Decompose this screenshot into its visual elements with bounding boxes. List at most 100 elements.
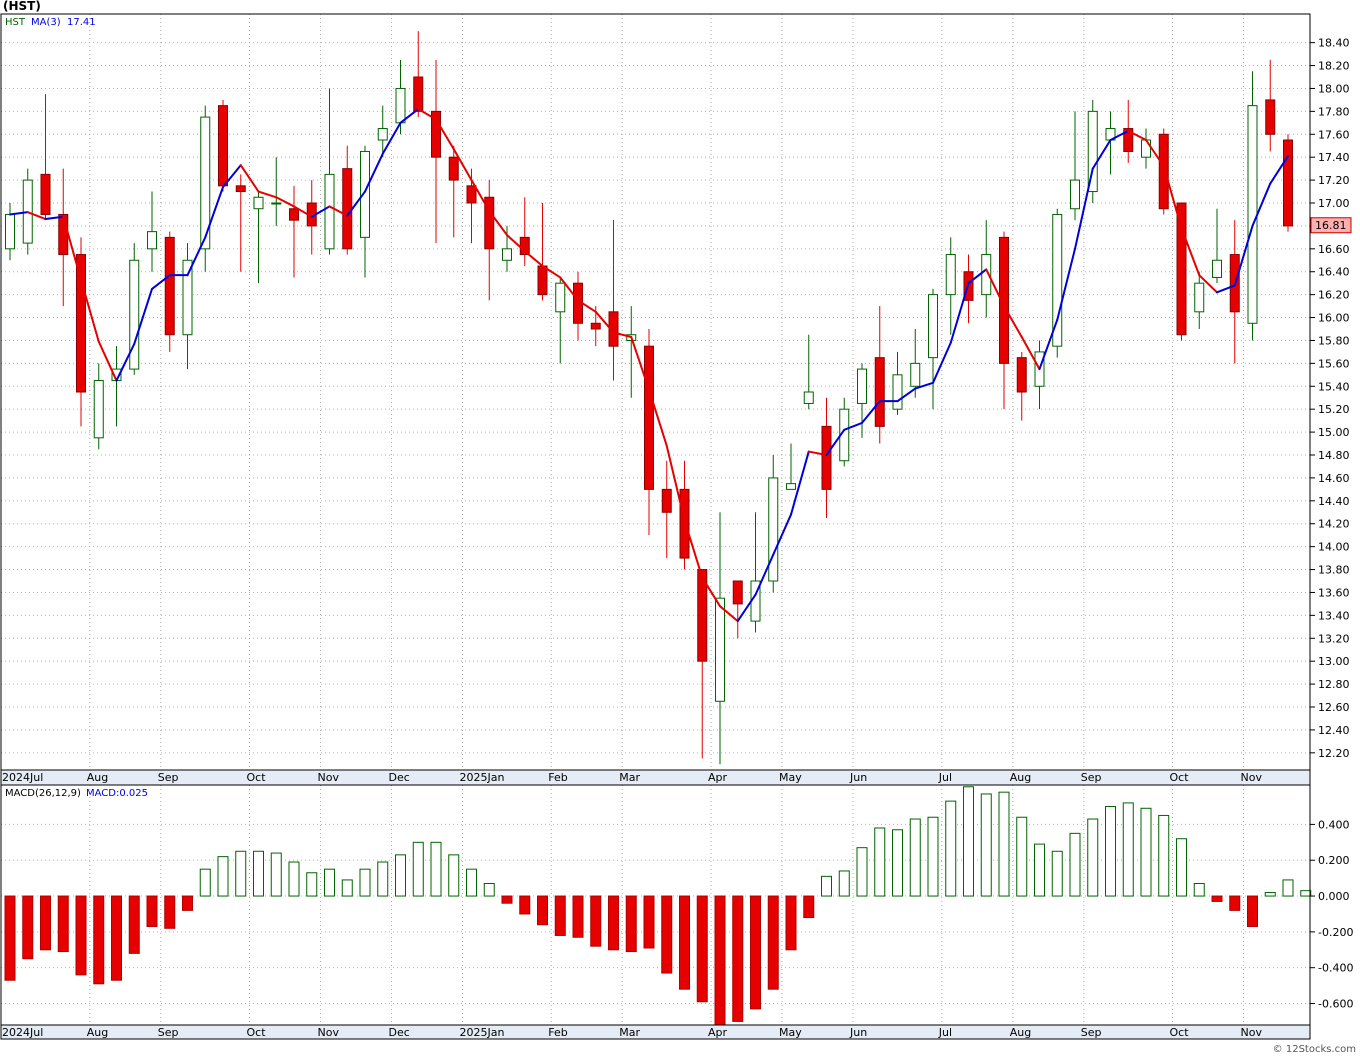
price-legend-symbol: HST xyxy=(5,17,26,28)
macd-month-label: Jul xyxy=(938,1026,952,1039)
macd-bar xyxy=(1229,895,1241,911)
candle-body xyxy=(999,236,1009,364)
macd-bar xyxy=(1158,814,1170,897)
price-tick-label: 17.80 xyxy=(1318,105,1350,118)
x-axis-labels: 2024Jul 2024Jul Aug Aug Sep Sep Oct Oct Nov Nov De… xyxy=(2,771,1262,1039)
macd-bar xyxy=(1140,807,1152,897)
price-tick-label: 16.00 xyxy=(1318,312,1350,325)
moving-average-line xyxy=(9,108,1289,623)
candle-body xyxy=(1212,259,1222,278)
candle-body xyxy=(395,87,406,124)
macd-bar xyxy=(927,816,939,897)
price-month-label: Feb xyxy=(548,771,567,784)
ma-segment xyxy=(1145,139,1165,168)
candle-body xyxy=(803,391,814,404)
ma-segment xyxy=(594,310,615,334)
macd-bar xyxy=(1176,838,1187,897)
price-tick-label: 15.40 xyxy=(1318,380,1350,393)
price-month-label: Jul xyxy=(938,771,952,784)
macd-bar xyxy=(40,895,51,951)
ma-segment xyxy=(328,205,349,217)
ma-segment xyxy=(151,274,171,290)
macd-bar xyxy=(146,895,158,927)
macd-bar xyxy=(235,850,247,897)
price-tick-label: 16.40 xyxy=(1318,266,1350,279)
candle-body xyxy=(182,259,193,336)
candle-body xyxy=(1016,357,1027,393)
macd-bar xyxy=(270,852,282,897)
macd-bar xyxy=(4,895,16,981)
ma-segment xyxy=(1180,227,1201,277)
candle-body xyxy=(555,282,566,313)
price-month-label: Dec xyxy=(389,771,410,784)
macd-bar xyxy=(164,895,176,929)
macd-bar xyxy=(1264,891,1276,897)
ma-segment xyxy=(435,118,455,151)
price-axis-band xyxy=(0,769,1311,786)
candle-body xyxy=(910,362,921,387)
price-tick-label: 13.40 xyxy=(1318,609,1350,622)
candle-body xyxy=(484,196,495,250)
candle-body xyxy=(679,488,690,559)
ma-segment xyxy=(932,341,952,384)
watermark: © 12Stocks.com xyxy=(1273,1044,1356,1055)
candle-body xyxy=(413,76,424,112)
last-price-label: 16.81 xyxy=(1315,219,1347,232)
price-tick-label: 12.40 xyxy=(1318,724,1350,737)
ma-segment xyxy=(1109,129,1130,141)
macd-bar xyxy=(217,856,229,897)
macd-bar xyxy=(661,895,673,974)
macd-grid xyxy=(1,785,1310,1025)
macd-legend-label: MACD(26,12,9) xyxy=(5,788,81,799)
ma-segment xyxy=(115,342,136,382)
macd-bar xyxy=(608,895,619,951)
candle-body xyxy=(377,128,388,141)
macd-bar xyxy=(1016,816,1028,897)
candle-body xyxy=(164,236,175,336)
ma-segment xyxy=(310,205,331,218)
chart-title: (HST) xyxy=(3,0,41,13)
ma-segment xyxy=(186,236,207,277)
price-tick-label: 14.00 xyxy=(1318,541,1350,554)
macd-bar xyxy=(838,870,850,897)
ma-segment xyxy=(612,331,633,339)
macd-bar xyxy=(483,883,495,897)
ma-segment xyxy=(630,336,650,391)
macd-bar xyxy=(909,818,921,897)
macd-tick-label: 0.000 xyxy=(1318,890,1350,903)
macd-bar xyxy=(945,800,957,897)
macd-month-label: Jun xyxy=(849,1026,867,1039)
price-tick-label: 16.20 xyxy=(1318,289,1350,302)
ma-segment xyxy=(1074,167,1094,250)
macd-bar xyxy=(341,879,353,897)
price-month-label: Mar xyxy=(619,771,640,784)
candle-body xyxy=(1052,213,1063,347)
ma-segment xyxy=(559,276,579,302)
ma-segment xyxy=(452,148,473,182)
ma-segment xyxy=(133,287,153,345)
macd-bar xyxy=(767,895,779,990)
candle-body xyxy=(1123,128,1134,152)
price-month-label: Nov xyxy=(318,771,340,784)
candle-body xyxy=(661,488,672,513)
ma-segment xyxy=(97,340,118,382)
macd-bar xyxy=(448,854,460,897)
macd-bar xyxy=(1300,890,1312,897)
macd-bar xyxy=(501,895,513,904)
macd-month-label: 2024Jul xyxy=(2,1026,43,1039)
ma-segment xyxy=(346,190,366,217)
macd-month-label: May xyxy=(779,1026,802,1039)
ma-segment xyxy=(1003,305,1023,339)
ma-segment xyxy=(257,190,278,199)
macd-month-label: Oct xyxy=(1170,1026,1190,1039)
macd-bar xyxy=(57,895,69,953)
macd-tick-label: 0.200 xyxy=(1318,854,1350,867)
candle-body xyxy=(40,173,51,215)
ma-segment xyxy=(9,211,29,216)
macd-bar xyxy=(963,786,974,897)
macd-bar xyxy=(856,847,868,897)
ma-segment xyxy=(1162,165,1183,230)
macd-legend-value: MACD:0.025 xyxy=(86,788,148,799)
candle-body xyxy=(981,254,992,296)
candle-body xyxy=(1141,139,1151,158)
